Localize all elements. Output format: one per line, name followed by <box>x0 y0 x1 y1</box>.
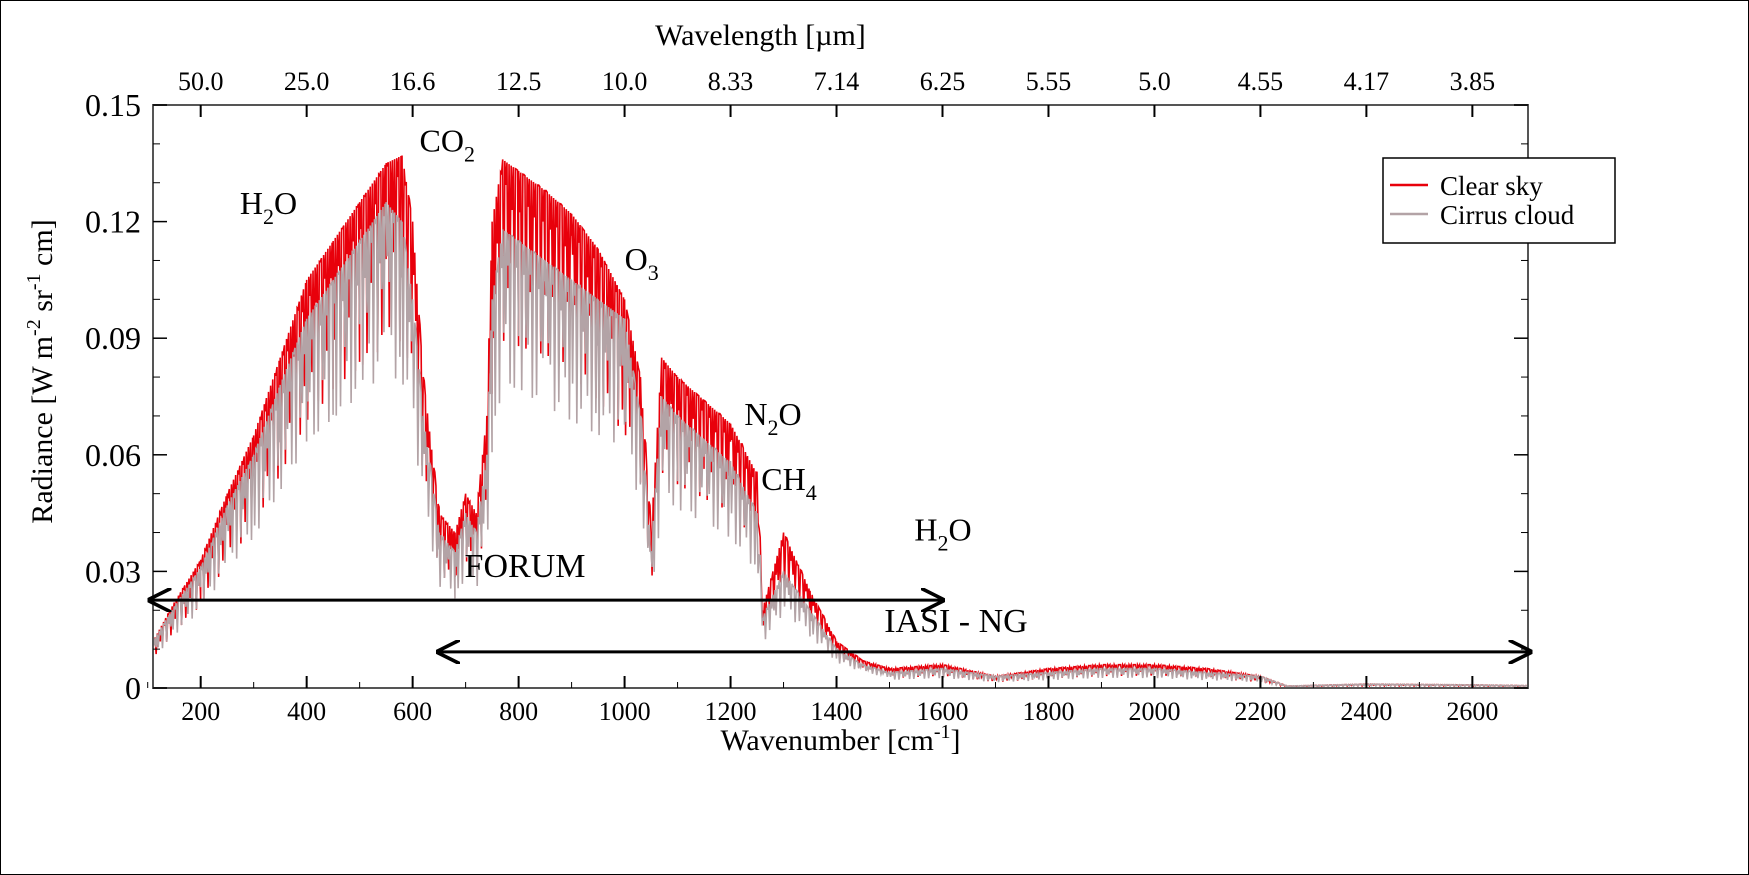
top-tick-label: 3.85 <box>1450 67 1496 96</box>
molecule-label: N2O <box>744 396 801 440</box>
top-tick-label: 5.0 <box>1138 67 1171 96</box>
y-tick-label: 0.03 <box>85 553 141 589</box>
molecule-label: H2O <box>240 185 297 229</box>
x-tick-label: 2000 <box>1128 697 1180 726</box>
range-label: FORUM <box>465 548 586 585</box>
x-tick-label: 2600 <box>1446 697 1498 726</box>
y-tick-label: 0 <box>125 670 141 706</box>
series-line <box>153 202 1528 688</box>
x-tick-label: 600 <box>393 697 432 726</box>
x-tick-label: 200 <box>181 697 220 726</box>
molecule-label: CH4 <box>761 461 816 505</box>
plot-area-border <box>152 104 1529 689</box>
x-tick-label: 2200 <box>1234 697 1286 726</box>
x-tick-label: 2400 <box>1340 697 1392 726</box>
x-tick-label: 1400 <box>811 697 863 726</box>
top-tick-label: 50.0 <box>178 67 224 96</box>
top-tick-label: 16.6 <box>390 67 436 96</box>
top-tick-label: 10.0 <box>602 67 648 96</box>
y-tick-label: 0.12 <box>85 204 141 240</box>
x-tick-label: 1600 <box>916 697 968 726</box>
series-clear-sky <box>153 155 1528 688</box>
y-tick-label: 0.09 <box>85 320 141 356</box>
x-axis-label: Wavenumber [cm-1] <box>721 721 961 757</box>
series-line <box>153 155 1528 688</box>
top-tick-label: 5.55 <box>1026 67 1072 96</box>
molecule-label: CO2 <box>420 123 475 167</box>
x-tick-label: 800 <box>499 697 538 726</box>
molecule-label: H2O <box>914 511 971 555</box>
legend-label: Cirrus cloud <box>1440 200 1575 230</box>
range-label: IASI - NG <box>884 603 1028 640</box>
y-tick-label: 0.15 <box>85 87 141 123</box>
legend-box <box>1382 157 1616 244</box>
series-cirrus-cloud <box>153 202 1528 688</box>
top-tick-label: 7.14 <box>814 67 860 96</box>
molecule-label: O3 <box>625 241 659 285</box>
x-tick-label: 1000 <box>599 697 651 726</box>
top-tick-label: 25.0 <box>284 67 330 96</box>
top-tick-label: 4.55 <box>1238 67 1284 96</box>
top-tick-label: 8.33 <box>708 67 754 96</box>
y-tick-label: 0.06 <box>85 437 141 473</box>
x-tick-label: 1800 <box>1022 697 1074 726</box>
top-tick-label: 4.17 <box>1344 67 1390 96</box>
x-tick-label: 400 <box>287 697 326 726</box>
top-axis-label: Wavelength [µm] <box>655 19 866 52</box>
legend-label: Clear sky <box>1440 171 1543 201</box>
x-tick-label: 1200 <box>705 697 757 726</box>
top-tick-label: 6.25 <box>920 67 966 96</box>
y-axis-label: Radiance [W m-2 sr-1 cm] <box>23 219 59 523</box>
top-tick-label: 12.5 <box>496 67 542 96</box>
